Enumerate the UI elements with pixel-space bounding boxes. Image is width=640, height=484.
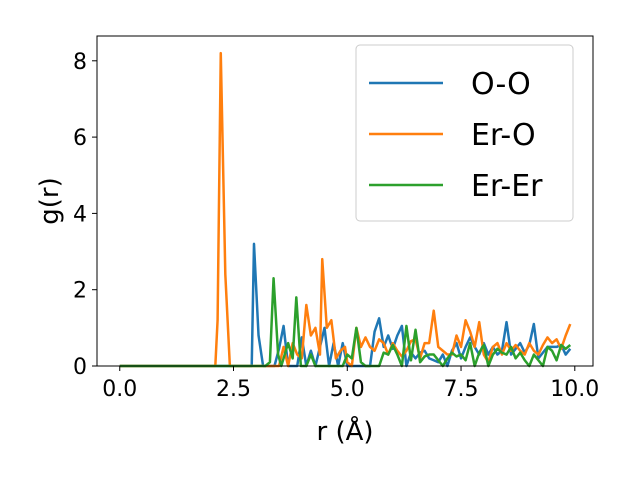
x-tick-label: 0.0 — [102, 377, 137, 402]
y-tick-label: 6 — [73, 126, 87, 151]
x-axis-label: r (Å) — [316, 415, 373, 447]
plot-lines — [119, 51, 572, 368]
y-tick-label: 4 — [73, 202, 87, 227]
y-axis-label: g(r) — [35, 177, 65, 224]
y-axis-ticks: 0 2 4 6 8 — [73, 50, 97, 380]
legend-label: Er-Er — [471, 169, 543, 204]
x-tick-label: 5.0 — [330, 377, 365, 402]
x-tick-label: 7.5 — [444, 377, 479, 402]
legend: O-O Er-O Er-Er — [355, 44, 574, 222]
y-tick-label: 0 — [73, 355, 87, 380]
x-tick-label: 10.0 — [550, 377, 599, 402]
legend-box — [355, 44, 574, 222]
legend-label: Er-O — [471, 118, 536, 153]
x-tick-label: 2.5 — [216, 377, 251, 402]
x-axis-ticks: 0.0 2.5 5.0 7.5 10.0 — [102, 366, 599, 402]
y-tick-label: 2 — [73, 279, 87, 304]
axes-frame — [96, 35, 594, 367]
series-line-2 — [119, 277, 572, 368]
y-tick-label: 8 — [73, 50, 87, 75]
legend-label: O-O — [471, 67, 531, 102]
